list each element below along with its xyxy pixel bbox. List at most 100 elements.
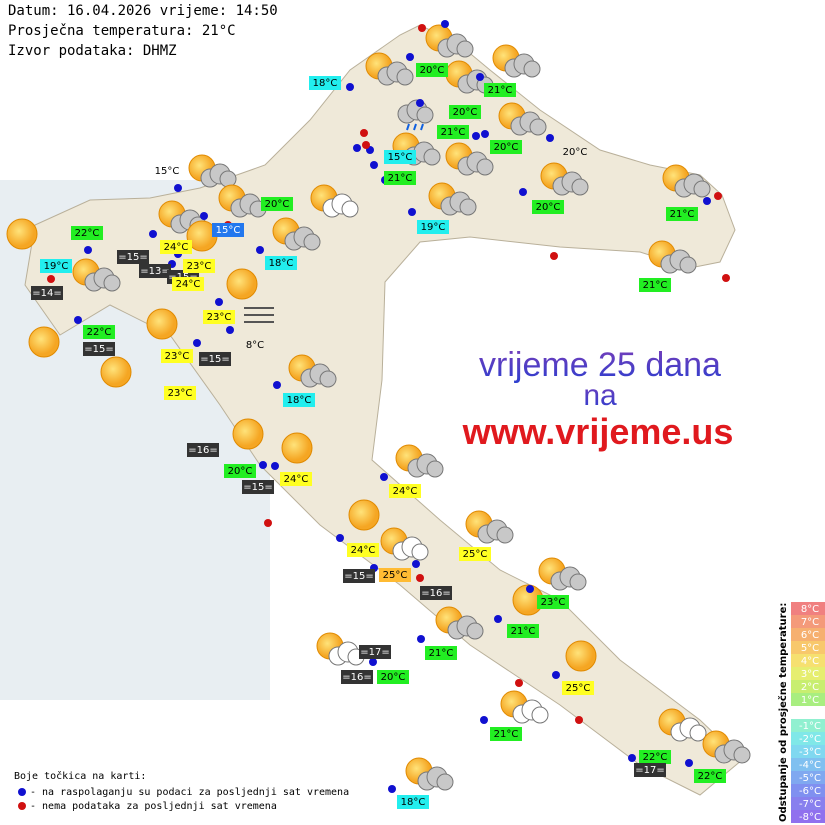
scale-cell — [791, 745, 825, 758]
temp-label: 18°C — [287, 395, 312, 406]
legend-entry: - na raspolaganju su podaci za posljednj… — [30, 787, 349, 798]
temp-label: =16= — [342, 672, 371, 683]
cloud-icon — [447, 615, 484, 640]
scale-label: 8°C — [801, 604, 819, 615]
station-dot-missing — [575, 716, 583, 724]
cloud-icon — [550, 566, 587, 591]
station-dot-missing — [416, 574, 424, 582]
temp-label-bg — [261, 197, 293, 211]
sun-icon — [348, 499, 380, 531]
cloud-icon — [404, 141, 441, 166]
station-dot-missing — [264, 519, 272, 527]
temp-label: 21°C — [388, 173, 413, 184]
scale-cell — [791, 797, 825, 810]
temp-label: 24°C — [164, 242, 189, 253]
temp-label: =15= — [118, 252, 147, 263]
station-dot — [408, 208, 416, 216]
temp-label-bg — [389, 484, 421, 498]
station-dot — [494, 615, 502, 623]
station-dot — [336, 534, 344, 542]
scale-label: -4°C — [799, 760, 821, 771]
temp-label-bg — [172, 277, 204, 291]
temp-label: =15= — [344, 571, 373, 582]
cloud-icon — [477, 519, 514, 544]
cloud-icon — [377, 61, 414, 86]
temp-label: 20°C — [265, 199, 290, 210]
temp-label-bg — [309, 76, 341, 90]
scale-label: 4°C — [801, 656, 819, 667]
promo-line: vrijeme 25 dana — [479, 346, 721, 384]
cloud-icon — [510, 111, 547, 136]
temp-label: 22°C — [87, 327, 112, 338]
cloud-icon — [437, 33, 474, 58]
sun-icon — [146, 308, 178, 340]
station-dot — [259, 461, 267, 469]
temp-label-bg — [161, 349, 193, 363]
temp-label-bg — [384, 150, 416, 164]
cloud-icon — [504, 53, 541, 78]
temp-label: 19°C — [44, 261, 69, 272]
station-dot — [353, 144, 361, 152]
cloud-icon — [284, 226, 321, 251]
scale-title: Odstupanje od prosječne temperature: — [777, 603, 789, 822]
cloud-icon — [417, 766, 454, 791]
sun-icon — [6, 218, 38, 250]
temp-label: =16= — [188, 445, 217, 456]
temp-label: 20°C — [536, 202, 561, 213]
blue-dot — [18, 788, 26, 796]
station-dot — [628, 754, 636, 762]
scale-cell — [791, 667, 825, 680]
temp-label: =16= — [421, 588, 450, 599]
scale-cell — [791, 758, 825, 771]
rain-drop — [406, 123, 410, 131]
cloud-icon — [670, 717, 707, 742]
scale-label: -7°C — [799, 799, 821, 810]
sun-icon — [565, 640, 597, 672]
temp-label-bg — [343, 569, 375, 583]
station-dot-missing — [360, 129, 368, 137]
station-dot — [685, 759, 693, 767]
cloud-icon — [230, 193, 267, 218]
temp-label: 22°C — [75, 228, 100, 239]
cloud-icon — [512, 699, 549, 724]
cloud-icon — [552, 171, 589, 196]
scale-label: 3°C — [801, 669, 819, 680]
sun-icon — [28, 326, 60, 358]
scale-cell — [791, 719, 825, 732]
avg-temp: Prosječna temperatura: 21°C — [8, 23, 236, 39]
station-dot — [526, 585, 534, 593]
sun-icon — [226, 268, 258, 300]
scale-cell — [791, 732, 825, 745]
station-dot — [273, 381, 281, 389]
temp-label-bg — [484, 83, 516, 97]
temp-label: 18°C — [313, 78, 338, 89]
station-dot — [74, 316, 82, 324]
temp-label-bg — [187, 443, 219, 457]
temp-label: 23°C — [168, 388, 193, 399]
temp-label-bg — [666, 207, 698, 221]
temp-label-bg — [634, 763, 666, 777]
temp-label: 21°C — [643, 280, 668, 291]
station-dot — [416, 99, 424, 107]
station-dot — [370, 161, 378, 169]
temp-label-bg — [265, 256, 297, 270]
station-dot — [472, 132, 480, 140]
cloud-icon — [674, 173, 711, 198]
station-dot — [441, 20, 449, 28]
scale-cell — [791, 641, 825, 654]
station-dot — [546, 134, 554, 142]
temp-label: 20°C — [563, 147, 588, 158]
temp-label: =14= — [32, 288, 61, 299]
temp-label: =17= — [635, 765, 664, 776]
temp-label-bg — [71, 226, 103, 240]
temp-label: 15°C — [216, 225, 241, 236]
temp-label-bg — [212, 223, 244, 237]
cloud-icon — [457, 151, 494, 176]
temp-label: 24°C — [393, 486, 418, 497]
scale-label: -8°C — [799, 812, 821, 823]
temp-label: 21°C — [670, 209, 695, 220]
temp-label-bg — [437, 125, 469, 139]
station-dot — [703, 197, 711, 205]
temp-label: 23°C — [187, 261, 212, 272]
